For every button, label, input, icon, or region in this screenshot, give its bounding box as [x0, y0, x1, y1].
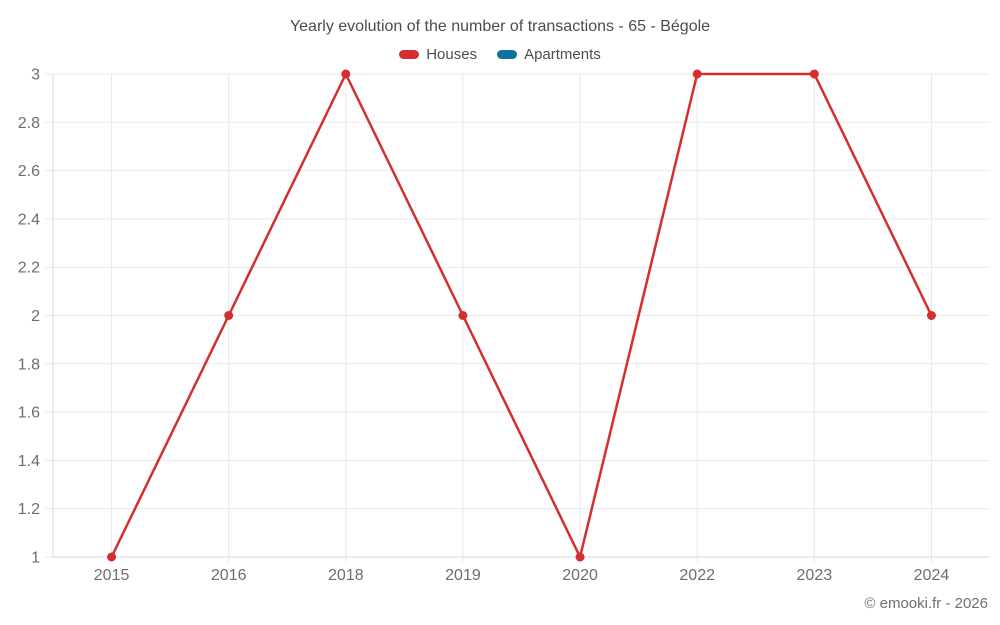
x-axis-tick-label: 2015 [94, 567, 130, 584]
y-axis-tick-label: 2.6 [18, 163, 40, 180]
x-axis-tick-label: 2016 [211, 567, 247, 584]
legend-swatch-icon [497, 50, 518, 59]
y-axis-tick-label: 1.8 [18, 356, 40, 373]
houses-data-point[interactable] [926, 311, 936, 320]
houses-data-point[interactable] [692, 69, 702, 79]
y-axis-tick-label: 3 [31, 67, 40, 84]
chart-legend: Houses Apartments [0, 46, 1000, 63]
legend-swatch-icon [399, 50, 420, 59]
y-axis-tick-label: 1.2 [18, 501, 40, 518]
y-axis-tick-label: 2 [31, 308, 40, 325]
y-axis-tick-label: 1.6 [18, 405, 40, 422]
houses-data-point[interactable] [809, 69, 819, 79]
houses-series [107, 69, 936, 562]
legend-label: Apartments [524, 46, 601, 63]
houses-data-point[interactable] [107, 552, 117, 562]
houses-data-point[interactable] [575, 552, 585, 562]
legend-label: Houses [426, 46, 478, 63]
houses-data-point[interactable] [224, 311, 234, 320]
y-axis-tick-label: 2.2 [18, 260, 40, 277]
y-axis-tick-label: 2.4 [18, 211, 40, 228]
x-axis-tick-label: 2022 [679, 567, 715, 584]
y-axis-tick-label: 1.4 [18, 453, 40, 470]
x-axis-tick-label: 2024 [914, 567, 950, 584]
x-axis-tick-label: 2018 [328, 567, 364, 584]
x-axis-tick-label: 2023 [797, 567, 833, 584]
y-axis-tick-label: 1 [31, 550, 40, 567]
houses-series-line [110, 72, 933, 559]
x-axis-tick-label: 2019 [445, 567, 481, 584]
houses-data-point[interactable] [458, 311, 468, 320]
x-axis-tick-label: 2020 [562, 567, 598, 584]
y-axis-tick-label: 2.8 [18, 115, 40, 132]
legend-item-apartments[interactable]: Apartments [497, 46, 601, 63]
legend-item-houses[interactable]: Houses [399, 46, 477, 63]
copyright-text: © emooki.fr - 2026 [864, 595, 988, 612]
chart-title: Yearly evolution of the number of transa… [289, 18, 711, 35]
houses-data-point[interactable] [341, 69, 351, 79]
